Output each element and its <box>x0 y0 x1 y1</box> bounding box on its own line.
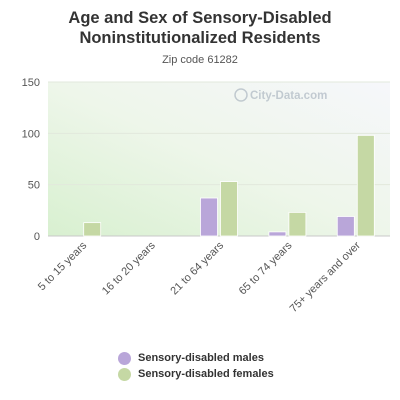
legend-swatch-females <box>118 367 131 381</box>
x-tick-label: 5 to 15 years <box>36 239 90 293</box>
bar-females <box>220 181 238 237</box>
gridlines <box>48 81 390 237</box>
watermark-text: City-Data.com <box>250 90 327 102</box>
legend-label-males: Sensory-disabled males <box>138 352 264 364</box>
x-tick-label: 65 to 74 years <box>237 239 295 297</box>
bar-males <box>336 216 355 237</box>
legend-label-females: Sensory-disabled females <box>138 368 274 380</box>
legend-swatch-males <box>118 351 131 365</box>
y-tick-label: 0 <box>34 231 40 243</box>
y-tick-label: 150 <box>22 77 40 89</box>
y-tick-label: 50 <box>28 180 40 192</box>
legend-item-males: Sensory-disabled males <box>118 350 274 366</box>
x-tick-label: 16 to 20 years <box>100 239 158 297</box>
chart-subtitle: Zip code 61282 <box>162 54 238 66</box>
bars <box>83 134 375 237</box>
legend: Sensory-disabled males Sensory-disabled … <box>118 350 274 382</box>
y-tick-label: 100 <box>22 128 40 140</box>
x-axis-ticks: 5 to 15 years 16 to 20 years 21 to 64 year… <box>36 239 363 315</box>
bar-females <box>288 211 307 237</box>
watermark-icon <box>234 88 248 102</box>
bar-females <box>356 134 375 237</box>
chart-title: Age and Sex of Sensory-Disabled Noninsti… <box>68 9 332 47</box>
x-tick-label: 75+ years and over <box>288 239 364 315</box>
legend-item-females: Sensory-disabled females <box>118 366 274 382</box>
x-tick-label: 21 to 64 years <box>168 239 226 297</box>
bar-males <box>268 231 287 237</box>
y-axis-ticks: 0 50 100 150 <box>22 77 40 243</box>
watermark: City-Data.com <box>234 88 327 102</box>
plot-area <box>48 82 390 236</box>
bar-males <box>200 197 218 237</box>
bar-females <box>83 222 102 237</box>
